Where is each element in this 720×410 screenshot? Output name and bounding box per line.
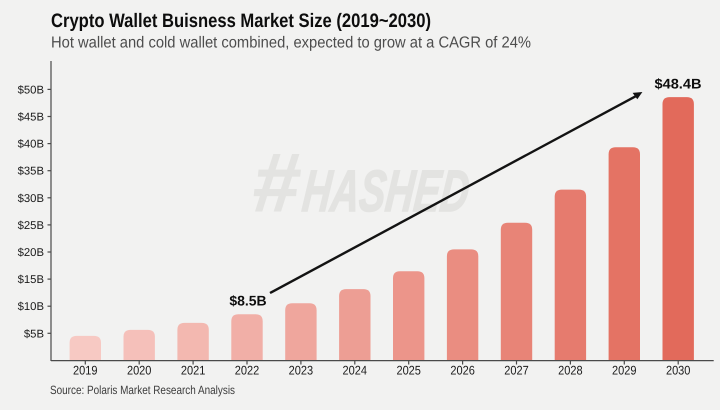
svg-text:Crypto Wallet Buisness Market: Crypto Wallet Buisness Market Size (2019… (51, 10, 431, 32)
svg-text:2020: 2020 (127, 364, 152, 378)
svg-text:Hot wallet and cold wallet com: Hot wallet and cold wallet combined, exp… (51, 35, 531, 52)
svg-text:2021: 2021 (181, 364, 206, 378)
svg-text:2022: 2022 (235, 364, 260, 378)
svg-text:#: # (248, 136, 305, 229)
svg-text:$20B: $20B (18, 247, 44, 259)
svg-text:2024: 2024 (343, 364, 368, 378)
svg-text:2025: 2025 (396, 364, 421, 378)
svg-text:$30B: $30B (18, 193, 44, 205)
svg-text:$40B: $40B (18, 139, 44, 151)
svg-text:$50B: $50B (18, 84, 44, 96)
svg-text:$45B: $45B (18, 112, 44, 124)
svg-text:2019: 2019 (73, 364, 98, 378)
svg-text:$5B: $5B (24, 328, 44, 340)
svg-text:$10B: $10B (18, 301, 44, 313)
svg-text:Source: Polaris Market Researc: Source: Polaris Market Research Analysis (50, 383, 235, 397)
svg-text:2026: 2026 (450, 364, 475, 378)
svg-text:$15B: $15B (18, 274, 44, 286)
svg-text:2030: 2030 (666, 364, 691, 378)
svg-text:$8.5B: $8.5B (229, 293, 266, 309)
svg-text:$35B: $35B (18, 166, 44, 178)
svg-text:2027: 2027 (504, 364, 529, 378)
svg-text:2029: 2029 (612, 364, 637, 378)
svg-text:$48.4B: $48.4B (655, 76, 702, 92)
svg-text:2023: 2023 (289, 364, 314, 378)
svg-text:2028: 2028 (558, 364, 583, 378)
svg-text:$25B: $25B (18, 220, 44, 232)
svg-text:HASHED: HASHED (300, 159, 473, 224)
